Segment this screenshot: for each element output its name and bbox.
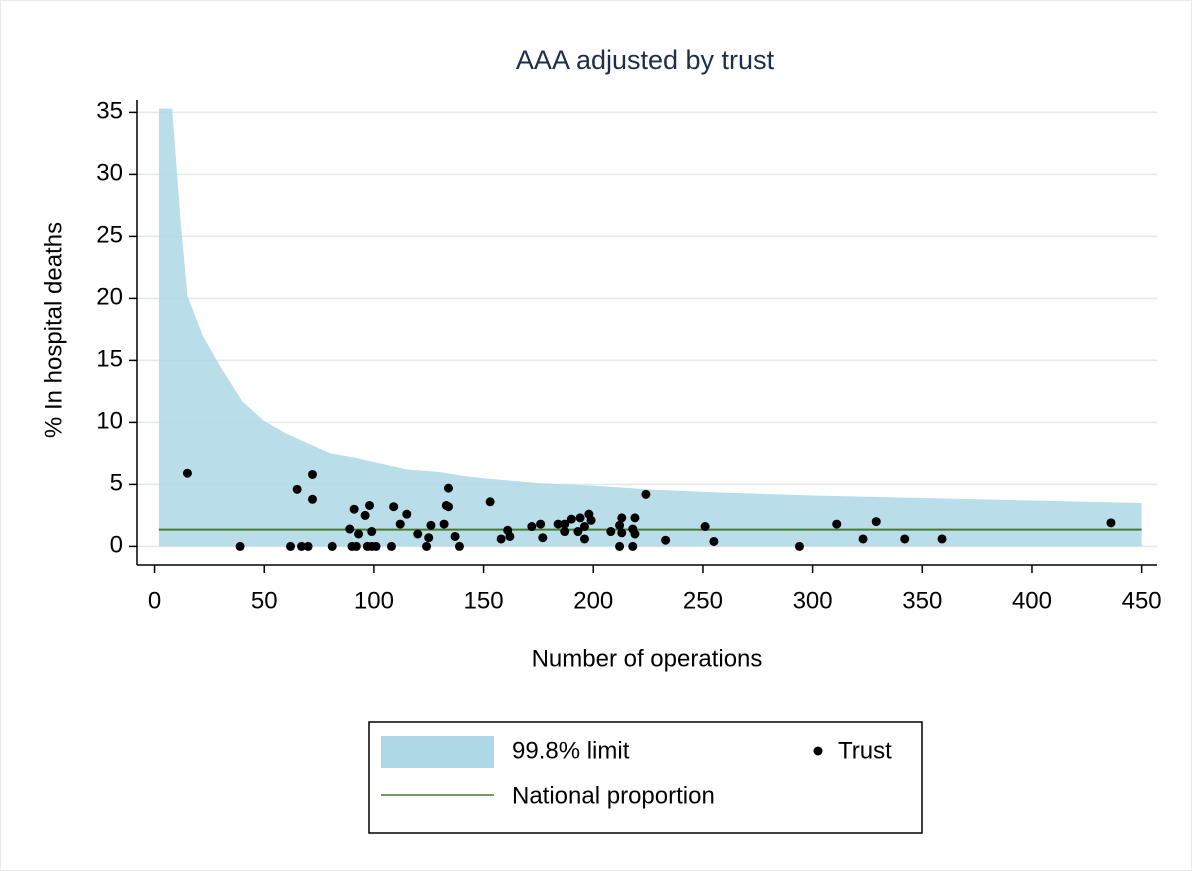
trust-point	[617, 528, 627, 538]
x-tick-label: 450	[1122, 587, 1162, 614]
y-tick-label: 10	[96, 408, 123, 435]
legend-swatch	[381, 736, 494, 768]
trust-point	[641, 489, 651, 499]
y-tick-label: 0	[110, 532, 123, 559]
trust-point	[579, 522, 589, 532]
trust-point	[937, 534, 947, 544]
x-tick-label: 300	[793, 587, 833, 614]
trust-point	[560, 527, 570, 537]
legend-swatch	[813, 746, 823, 756]
x-axis-title: Number of operations	[532, 645, 763, 672]
trust-point	[235, 541, 245, 551]
y-tick-label: 5	[110, 470, 123, 497]
trust-point	[389, 502, 399, 512]
x-tick-label: 0	[148, 587, 161, 614]
trust-point	[349, 504, 359, 514]
x-tick-label: 400	[1012, 587, 1052, 614]
x-tick-label: 100	[354, 587, 394, 614]
trust-point	[575, 513, 585, 523]
trust-point	[402, 509, 412, 519]
trust-point	[386, 541, 396, 551]
legend-label: National proportion	[512, 782, 715, 809]
trust-point	[505, 531, 515, 541]
trust-point	[395, 519, 405, 529]
trust-point	[628, 541, 638, 551]
chart-title: AAA adjusted by trust	[516, 45, 775, 75]
trust-point	[538, 533, 548, 543]
trust-point	[367, 527, 377, 537]
trust-point	[1106, 518, 1116, 528]
trust-point	[615, 520, 625, 530]
trust-point	[426, 520, 436, 530]
trust-point	[630, 529, 640, 539]
trust-point	[579, 534, 589, 544]
trust-point	[450, 531, 460, 541]
y-tick-label: 15	[96, 346, 123, 373]
trust-point	[443, 502, 453, 512]
trust-point	[422, 541, 432, 551]
y-tick-label: 20	[96, 284, 123, 311]
x-tick-label: 200	[573, 587, 613, 614]
y-tick-label: 35	[96, 98, 123, 125]
trust-point	[443, 483, 453, 493]
trust-point	[303, 541, 313, 551]
trust-point	[606, 527, 616, 537]
x-tick-label: 150	[464, 587, 504, 614]
trust-point	[365, 500, 375, 510]
trust-point	[794, 541, 804, 551]
trust-point	[345, 524, 355, 534]
trust-point	[424, 533, 434, 543]
trust-point	[560, 519, 570, 529]
trust-point	[536, 519, 546, 529]
x-tick-label: 50	[251, 587, 278, 614]
x-tick-label: 250	[683, 587, 723, 614]
trust-point	[617, 513, 627, 523]
trust-point	[566, 514, 576, 524]
trust-point	[413, 529, 423, 539]
trust-point	[327, 541, 337, 551]
legend-label: Trust	[838, 737, 892, 764]
trust-point	[553, 519, 563, 529]
trust-point	[439, 519, 449, 529]
trust-point	[709, 536, 719, 546]
y-tick-label: 30	[96, 160, 123, 187]
trust-point	[832, 519, 842, 529]
trust-point	[496, 534, 506, 544]
trust-point	[454, 541, 464, 551]
trust-point	[360, 510, 370, 520]
trust-point	[286, 541, 296, 551]
trust-point	[700, 522, 710, 532]
trust-point	[858, 534, 868, 544]
trust-point	[527, 522, 537, 532]
trust-point	[307, 494, 317, 504]
trust-point	[871, 517, 881, 527]
y-axis-title: % In hospital deaths	[40, 222, 67, 438]
trust-point	[661, 535, 671, 545]
trust-point	[292, 484, 302, 494]
trust-point	[367, 541, 377, 551]
limit-area	[158, 108, 1142, 547]
trust-point	[297, 541, 307, 551]
trust-point	[900, 534, 910, 544]
x-tick-label: 350	[902, 587, 942, 614]
trust-point	[573, 527, 583, 537]
trust-point	[615, 541, 625, 551]
legend: 99.8% limit National proportion Trust	[368, 721, 923, 834]
y-tick-label: 25	[96, 222, 123, 249]
trust-point	[630, 513, 640, 523]
trust-point	[182, 468, 192, 478]
trust-point	[351, 541, 361, 551]
trust-point	[485, 497, 495, 507]
legend-label: 99.8% limit	[512, 737, 630, 764]
trust-point	[307, 469, 317, 479]
trust-point	[354, 529, 364, 539]
trust-point	[586, 515, 596, 525]
